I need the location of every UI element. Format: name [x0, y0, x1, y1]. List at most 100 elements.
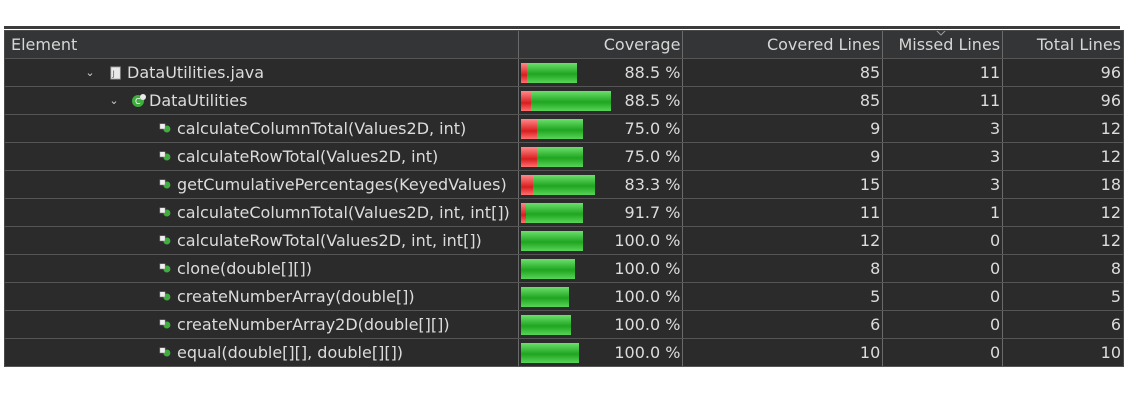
covered-bar-segment — [530, 91, 611, 111]
total-lines-cell: 96 — [1003, 87, 1123, 114]
covered-lines-cell-value: 6 — [870, 315, 881, 334]
missed-lines-cell-value: 0 — [989, 259, 1001, 278]
total-lines-cell: 18 — [1003, 171, 1123, 198]
missed-lines-cell-value: 0 — [989, 315, 1001, 334]
covered-bar-segment — [520, 287, 569, 307]
coverage-percent: 88.5 % — [624, 91, 681, 110]
column-header-covered-lines[interactable]: Covered Lines — [683, 31, 884, 58]
coverage-percent: 88.5 % — [624, 63, 681, 82]
coverage-bar — [520, 287, 569, 307]
total-lines-cell-value: 12 — [1100, 203, 1121, 222]
covered-lines-cell-value: 5 — [870, 287, 881, 306]
covered-lines-cell: 15 — [683, 171, 884, 198]
total-lines-cell-value: 96 — [1100, 63, 1122, 82]
element-name: calculateRowTotal(Values2D, int) — [177, 147, 439, 166]
covered-bar-segment — [532, 175, 595, 195]
element-cell: getCumulativePercentages(KeyedValues) — [5, 171, 519, 198]
covered-lines-cell-value: 11 — [859, 203, 881, 222]
table-row[interactable]: equal(double[][], double[][]) 100.0 % 10 0 1… — [5, 339, 1123, 367]
chevron-down-icon[interactable]: ⌄ — [85, 66, 95, 79]
covered-lines-cell-value: 8 — [870, 259, 881, 278]
class-icon: C — [131, 93, 147, 109]
missed-lines-cell-value: 0 — [989, 343, 1001, 362]
covered-lines-cell: 9 — [683, 115, 884, 142]
coverage-percent: 75.0 % — [624, 119, 681, 138]
table-row[interactable]: clone(double[][]) 100.0 % 8 0 8 — [5, 255, 1123, 283]
column-header-total-lines[interactable]: Total Lines — [1036, 35, 1122, 54]
table-row[interactable]: calculateColumnTotal(Values2D, int, int[… — [5, 199, 1123, 227]
covered-lines-cell-value: 85 — [859, 91, 881, 110]
table-row[interactable]: ⌄ C DataUtilities 88.5 % 85 11 96 — [5, 87, 1123, 115]
method-icon — [159, 233, 175, 249]
coverage-bar — [520, 119, 583, 139]
total-lines-cell-value: 12 — [1100, 147, 1121, 166]
table-row[interactable]: ⌄ J DataUtilities.java 88.5 % 85 11 96 — [5, 59, 1123, 87]
covered-bar-segment — [520, 231, 583, 251]
covered-lines-cell-value: 85 — [859, 63, 881, 82]
svg-text:C: C — [135, 97, 141, 106]
element-name: equal(double[][], double[][]) — [177, 343, 404, 362]
missed-lines-cell: 1 — [883, 199, 1004, 226]
coverage-bar — [520, 203, 583, 223]
coverage-cell: 91.7 % — [519, 199, 684, 226]
method-icon — [159, 177, 175, 193]
table-row[interactable]: calculateRowTotal(Values2D, int) 75.0 % 9 3… — [5, 143, 1123, 171]
element-cell: equal(double[][], double[][]) — [5, 339, 519, 366]
missed-lines-cell-value: 3 — [989, 147, 1001, 166]
table-row[interactable]: createNumberArray2D(double[][]) 100.0 % 6 0… — [5, 311, 1123, 339]
method-icon — [159, 261, 175, 277]
covered-lines-cell: 5 — [683, 283, 884, 310]
total-lines-cell: 8 — [1003, 255, 1123, 282]
table-row[interactable]: calculateRowTotal(Values2D, int, int[]) 1… — [5, 227, 1123, 255]
table-row[interactable]: calculateColumnTotal(Values2D, int) 75.0 … — [5, 115, 1123, 143]
coverage-bar — [520, 63, 577, 83]
element-name: clone(double[][]) — [177, 259, 312, 278]
method-icon — [159, 149, 175, 165]
total-lines-cell: 12 — [1003, 115, 1123, 142]
covered-bar-segment — [520, 343, 579, 363]
covered-lines-cell-value: 12 — [859, 231, 881, 250]
missed-bar-segment — [520, 119, 537, 139]
missed-lines-cell-value: 0 — [989, 287, 1001, 306]
covered-lines-cell: 12 — [683, 227, 884, 254]
covered-lines-cell-value: 9 — [870, 147, 881, 166]
coverage-cell: 100.0 % — [519, 283, 684, 310]
total-lines-cell-value: 10 — [1100, 343, 1121, 362]
column-header-coverage[interactable]: Coverage — [519, 31, 684, 58]
coverage-percent: 100.0 % — [614, 315, 681, 334]
element-cell: ⌄ C DataUtilities — [5, 87, 519, 114]
total-lines-cell-value: 18 — [1100, 175, 1121, 194]
total-lines-cell: 12 — [1003, 199, 1123, 226]
table-row[interactable]: createNumberArray(double[]) 100.0 % 5 0 5 — [5, 283, 1123, 311]
total-lines-cell-value: 96 — [1100, 91, 1122, 110]
total-lines-cell-value: 8 — [1110, 259, 1121, 278]
coverage-percent: 100.0 % — [614, 287, 681, 306]
missed-lines-cell: 0 — [883, 227, 1004, 254]
method-icon — [159, 289, 175, 305]
coverage-percent: 75.0 % — [624, 147, 681, 166]
covered-lines-cell: 6 — [683, 311, 884, 338]
missed-lines-cell: 11 — [883, 59, 1004, 86]
total-lines-cell: 6 — [1003, 311, 1123, 338]
missed-lines-cell: 3 — [883, 171, 1004, 198]
total-lines-cell: 12 — [1003, 143, 1123, 170]
element-cell: createNumberArray2D(double[][]) — [5, 311, 519, 338]
column-header-missed-lines[interactable]: Missed Lines — [883, 31, 1004, 58]
coverage-percent: 100.0 % — [614, 231, 681, 250]
coverage-percent: 83.3 % — [624, 175, 681, 194]
chevron-down-icon[interactable]: ⌄ — [109, 94, 119, 107]
table-row[interactable]: getCumulativePercentages(KeyedValues) 83.… — [5, 171, 1123, 199]
covered-bar-segment — [520, 315, 571, 335]
covered-lines-cell: 10 — [683, 339, 884, 366]
covered-bar-segment — [536, 147, 583, 167]
covered-lines-cell-value: 10 — [859, 343, 881, 362]
covered-lines-cell: 11 — [683, 199, 884, 226]
element-name: DataUtilities — [149, 91, 248, 110]
missed-bar-segment — [520, 175, 533, 195]
missed-lines-cell-value: 11 — [979, 91, 1001, 110]
element-name: calculateRowTotal(Values2D, int, int[]) — [177, 231, 482, 250]
coverage-cell: 88.5 % — [519, 59, 684, 86]
missed-bar-segment — [520, 63, 527, 83]
coverage-bar — [520, 315, 571, 335]
column-header-element[interactable]: Element — [5, 31, 519, 58]
